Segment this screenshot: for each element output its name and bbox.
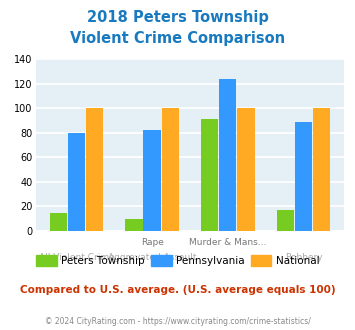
- Bar: [313, 109, 330, 231]
- Text: Aggravated Assault: Aggravated Assault: [108, 253, 196, 262]
- Text: Robbery: Robbery: [285, 253, 322, 262]
- Bar: [219, 79, 236, 231]
- Bar: [237, 109, 255, 231]
- Bar: [143, 130, 161, 231]
- Text: Rape: Rape: [141, 238, 164, 247]
- Text: Violent Crime Comparison: Violent Crime Comparison: [70, 31, 285, 46]
- Text: © 2024 CityRating.com - https://www.cityrating.com/crime-statistics/: © 2024 CityRating.com - https://www.city…: [45, 317, 310, 326]
- Text: All Violent Crime: All Violent Crime: [39, 253, 114, 262]
- Bar: [50, 213, 67, 231]
- Text: Compared to U.S. average. (U.S. average equals 100): Compared to U.S. average. (U.S. average …: [20, 285, 335, 295]
- Bar: [162, 109, 179, 231]
- Bar: [277, 210, 294, 231]
- Bar: [68, 133, 85, 231]
- Text: 2018 Peters Township: 2018 Peters Township: [87, 10, 268, 25]
- Bar: [295, 122, 312, 231]
- Bar: [201, 119, 218, 231]
- Legend: Peters Township, Pennsylvania, National: Peters Township, Pennsylvania, National: [32, 251, 323, 270]
- Text: Murder & Mans...: Murder & Mans...: [189, 238, 267, 247]
- Bar: [125, 219, 143, 231]
- Bar: [86, 109, 103, 231]
